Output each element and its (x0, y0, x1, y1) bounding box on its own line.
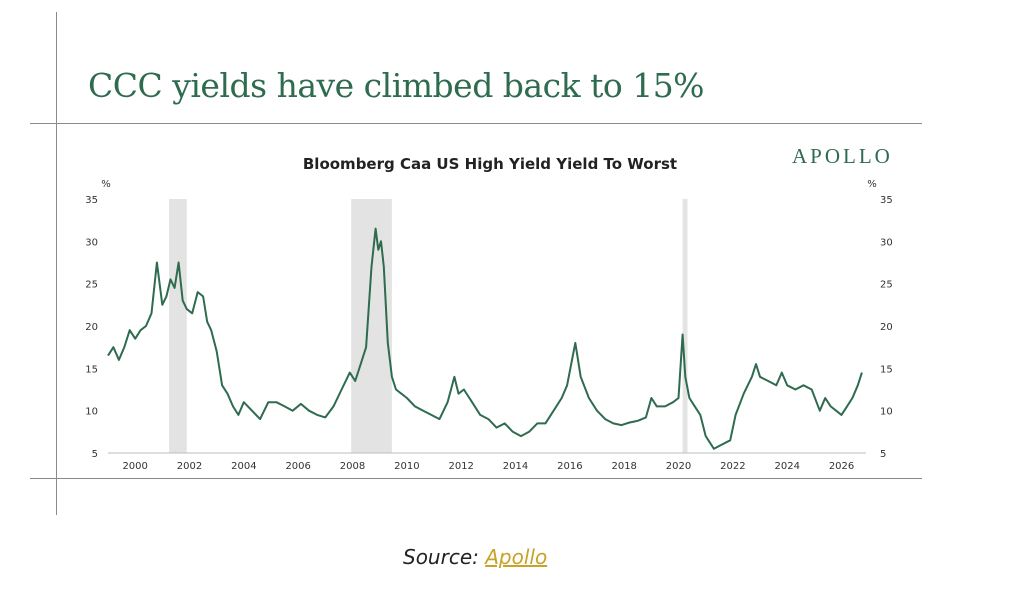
y-tick-right-5: 5 (880, 449, 886, 460)
x-tick-2010: 2010 (394, 461, 419, 472)
x-tick-2018: 2018 (611, 461, 636, 472)
source-note: Source: Apollo (403, 545, 547, 569)
y-tick-left-15: 15 (85, 364, 98, 375)
y-tick-right-15: 15 (880, 364, 893, 375)
y-unit-right: % (867, 179, 877, 190)
y-tick-left-5: 5 (92, 449, 98, 460)
y-tick-right-30: 30 (880, 237, 893, 248)
y-tick-right-25: 25 (880, 280, 893, 291)
y-tick-left-10: 10 (85, 407, 98, 418)
x-tick-2016: 2016 (557, 461, 582, 472)
recession-shade-1 (169, 199, 187, 453)
source-link[interactable]: Apollo (485, 545, 548, 569)
x-tick-2026: 2026 (829, 461, 854, 472)
x-tick-2000: 2000 (122, 461, 147, 472)
x-tick-2008: 2008 (340, 461, 365, 472)
y-tick-left-25: 25 (85, 280, 98, 291)
left-rule (56, 12, 57, 515)
x-tick-2006: 2006 (285, 461, 310, 472)
apollo-brand-logo: APOLLO (792, 144, 893, 168)
y-tick-right-20: 20 (880, 322, 893, 333)
x-tick-2024: 2024 (774, 461, 799, 472)
y-tick-right-10: 10 (880, 407, 893, 418)
x-tick-2002: 2002 (177, 461, 202, 472)
x-tick-2012: 2012 (448, 461, 473, 472)
recession-shade-2 (351, 199, 392, 453)
headline: CCC yields have climbed back to 15% (88, 66, 705, 105)
y-tick-right-35: 35 (880, 195, 893, 206)
top-rule (30, 123, 922, 124)
y-tick-left-20: 20 (85, 322, 98, 333)
x-tick-2022: 2022 (720, 461, 745, 472)
chart-title: Bloomberg Caa US High Yield Yield To Wor… (303, 155, 677, 173)
bottom-rule (30, 478, 922, 479)
y-tick-left-30: 30 (85, 237, 98, 248)
y-tick-left-35: 35 (85, 195, 98, 206)
y-unit-left: % (101, 179, 111, 190)
source-prefix: Source: (403, 545, 486, 569)
yield-series-line (107, 227, 863, 450)
recession-shade-3 (682, 199, 688, 453)
x-tick-2004: 2004 (231, 461, 256, 472)
x-tick-2020: 2020 (666, 461, 691, 472)
x-tick-2014: 2014 (503, 461, 528, 472)
